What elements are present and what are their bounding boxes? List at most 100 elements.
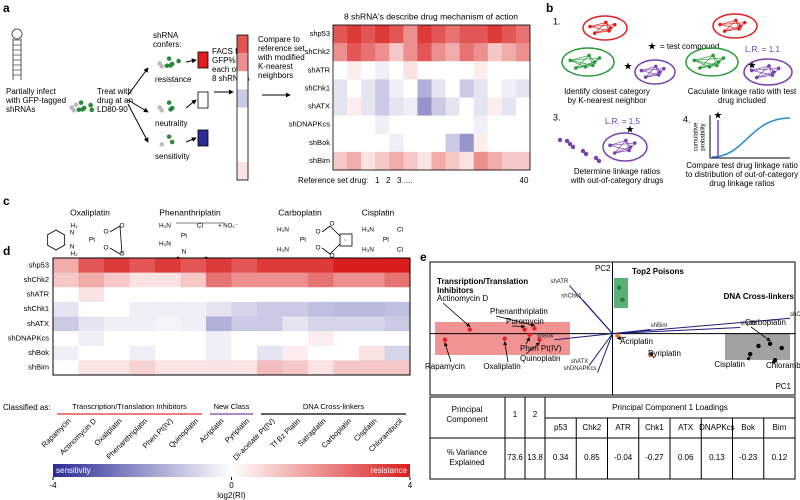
heat-cell xyxy=(459,43,475,62)
heat-cell xyxy=(180,360,207,376)
heat-cell xyxy=(359,331,385,347)
label: Top2 Poisons xyxy=(632,267,684,276)
heat-cell xyxy=(78,287,105,303)
drug-point xyxy=(767,341,773,347)
green-cluster-outline xyxy=(685,47,739,77)
heat-cell xyxy=(403,79,418,98)
atom: H₃N xyxy=(277,227,289,234)
cell xyxy=(159,142,165,147)
graph-edge xyxy=(594,30,610,34)
loading-label: shChk2 xyxy=(790,312,800,318)
heat-cell xyxy=(333,345,360,361)
graph-node xyxy=(612,22,617,27)
label: 1. xyxy=(553,16,561,26)
table-cell: 0.12 xyxy=(772,453,788,462)
heat-cell xyxy=(308,301,334,317)
heat-cell xyxy=(282,316,309,332)
heat-cell xyxy=(361,151,376,171)
label: resistance xyxy=(155,75,192,84)
heat-cell xyxy=(445,25,460,44)
heat-cell xyxy=(375,151,390,171)
heat-cell xyxy=(359,258,385,273)
atom: N xyxy=(70,230,75,237)
loading-vector xyxy=(597,333,613,373)
graph-edge xyxy=(756,65,770,78)
graph-node xyxy=(654,64,658,69)
drug-point xyxy=(527,332,532,337)
star: ★ xyxy=(626,125,635,136)
atom: O xyxy=(315,245,320,252)
heat-cell xyxy=(282,258,309,273)
heat-cell xyxy=(501,25,517,44)
panel-label: b xyxy=(546,1,553,15)
table-header: ATR xyxy=(615,423,631,432)
graph-node xyxy=(596,158,602,164)
heat-cell xyxy=(384,272,411,288)
graph-node xyxy=(580,148,586,154)
heat-cell xyxy=(473,43,489,62)
atom: H₃N xyxy=(277,247,289,254)
label: % Variance xyxy=(447,448,488,457)
graph-edge xyxy=(720,22,745,25)
heat-cell xyxy=(155,345,181,361)
label: 3. xyxy=(553,112,561,122)
colorbar-tick-label: -4 xyxy=(49,481,57,490)
label-arrow xyxy=(511,324,526,329)
loading-label: shp53 xyxy=(740,321,757,327)
heat-cell xyxy=(308,287,334,303)
heat-cell xyxy=(78,258,105,273)
panel-label: e xyxy=(420,250,427,264)
heat-cell xyxy=(53,272,79,288)
heat-cell xyxy=(361,115,376,135)
graph-edge xyxy=(694,57,724,61)
atom: H₂ xyxy=(70,223,78,230)
cell xyxy=(69,105,75,110)
heat-cell xyxy=(180,287,207,303)
heat-frame xyxy=(332,24,531,171)
heat-cell xyxy=(104,258,130,273)
colorbar-title: log2(RI) xyxy=(217,491,246,500)
loading-vector xyxy=(554,333,613,341)
heat-cell xyxy=(206,331,232,347)
cell xyxy=(89,107,95,113)
graph-edge xyxy=(614,140,627,154)
purple-cluster-outline xyxy=(743,58,793,86)
cell xyxy=(73,102,79,108)
table-cell: 0.34 xyxy=(553,453,569,462)
heat-cell xyxy=(389,97,404,116)
star: ★ xyxy=(624,62,633,73)
label: Explained xyxy=(449,458,484,467)
connector xyxy=(185,58,197,64)
compound-name: Cisplatin xyxy=(362,207,395,217)
table-cell: 13.8 xyxy=(527,453,543,462)
heat-cell xyxy=(104,301,130,317)
drug-point xyxy=(502,336,507,341)
heat-cell xyxy=(375,79,390,98)
star: ★ xyxy=(714,111,723,122)
graph-node xyxy=(591,63,595,68)
heat-cell xyxy=(231,272,258,288)
graph-node xyxy=(738,24,743,28)
graph-edge xyxy=(699,55,714,69)
label: Principal xyxy=(452,405,483,414)
label: Inhibitors xyxy=(437,286,474,295)
graph-node xyxy=(767,64,771,68)
graph-edge xyxy=(645,74,659,78)
graph-node xyxy=(587,53,591,58)
label: PC2 xyxy=(595,264,611,273)
heat-cell xyxy=(333,25,348,44)
row-label: shChk1 xyxy=(305,83,330,92)
graph-node xyxy=(639,68,644,73)
graph-node xyxy=(718,22,722,27)
heat-cell xyxy=(389,151,404,171)
heat-cell xyxy=(389,133,404,153)
table-cell: 0.13 xyxy=(709,453,725,462)
heat-cell xyxy=(389,25,404,44)
graph-edge xyxy=(645,71,661,78)
heat-cell xyxy=(403,43,418,62)
heat-cell xyxy=(104,345,130,361)
label: shRNA xyxy=(153,31,179,40)
graph-edge xyxy=(614,150,630,154)
graph-node xyxy=(628,145,633,149)
heat-cell xyxy=(445,151,460,171)
